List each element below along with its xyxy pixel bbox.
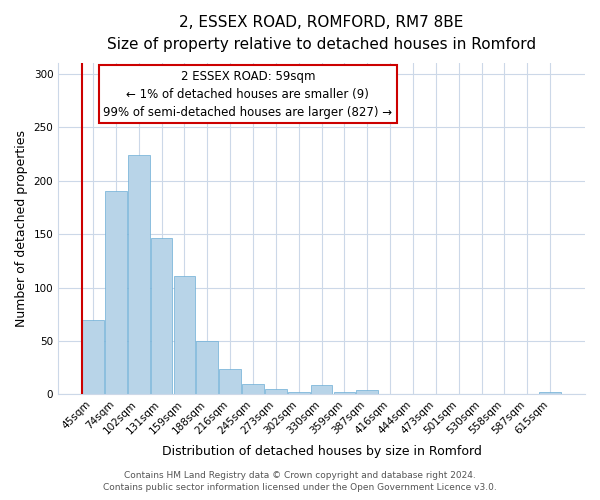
X-axis label: Distribution of detached houses by size in Romford: Distribution of detached houses by size … (161, 444, 482, 458)
Bar (288, 392, 310, 394)
Text: 2 ESSEX ROAD: 59sqm
← 1% of detached houses are smaller (9)
99% of semi-detached: 2 ESSEX ROAD: 59sqm ← 1% of detached hou… (103, 70, 392, 118)
Title: 2, ESSEX ROAD, ROMFORD, RM7 8BE
Size of property relative to detached houses in : 2, ESSEX ROAD, ROMFORD, RM7 8BE Size of … (107, 15, 536, 52)
Bar (311, 385, 332, 394)
Bar (356, 390, 378, 394)
Bar (219, 369, 241, 394)
Bar (539, 392, 561, 394)
Bar (151, 238, 172, 394)
Text: Contains HM Land Registry data © Crown copyright and database right 2024.
Contai: Contains HM Land Registry data © Crown c… (103, 471, 497, 492)
Bar (196, 341, 218, 394)
Bar (128, 155, 149, 394)
Bar (173, 276, 195, 394)
Bar (265, 389, 287, 394)
Bar (105, 192, 127, 394)
Bar (334, 392, 355, 394)
Bar (242, 384, 264, 394)
Y-axis label: Number of detached properties: Number of detached properties (15, 130, 28, 328)
Bar (82, 320, 104, 394)
